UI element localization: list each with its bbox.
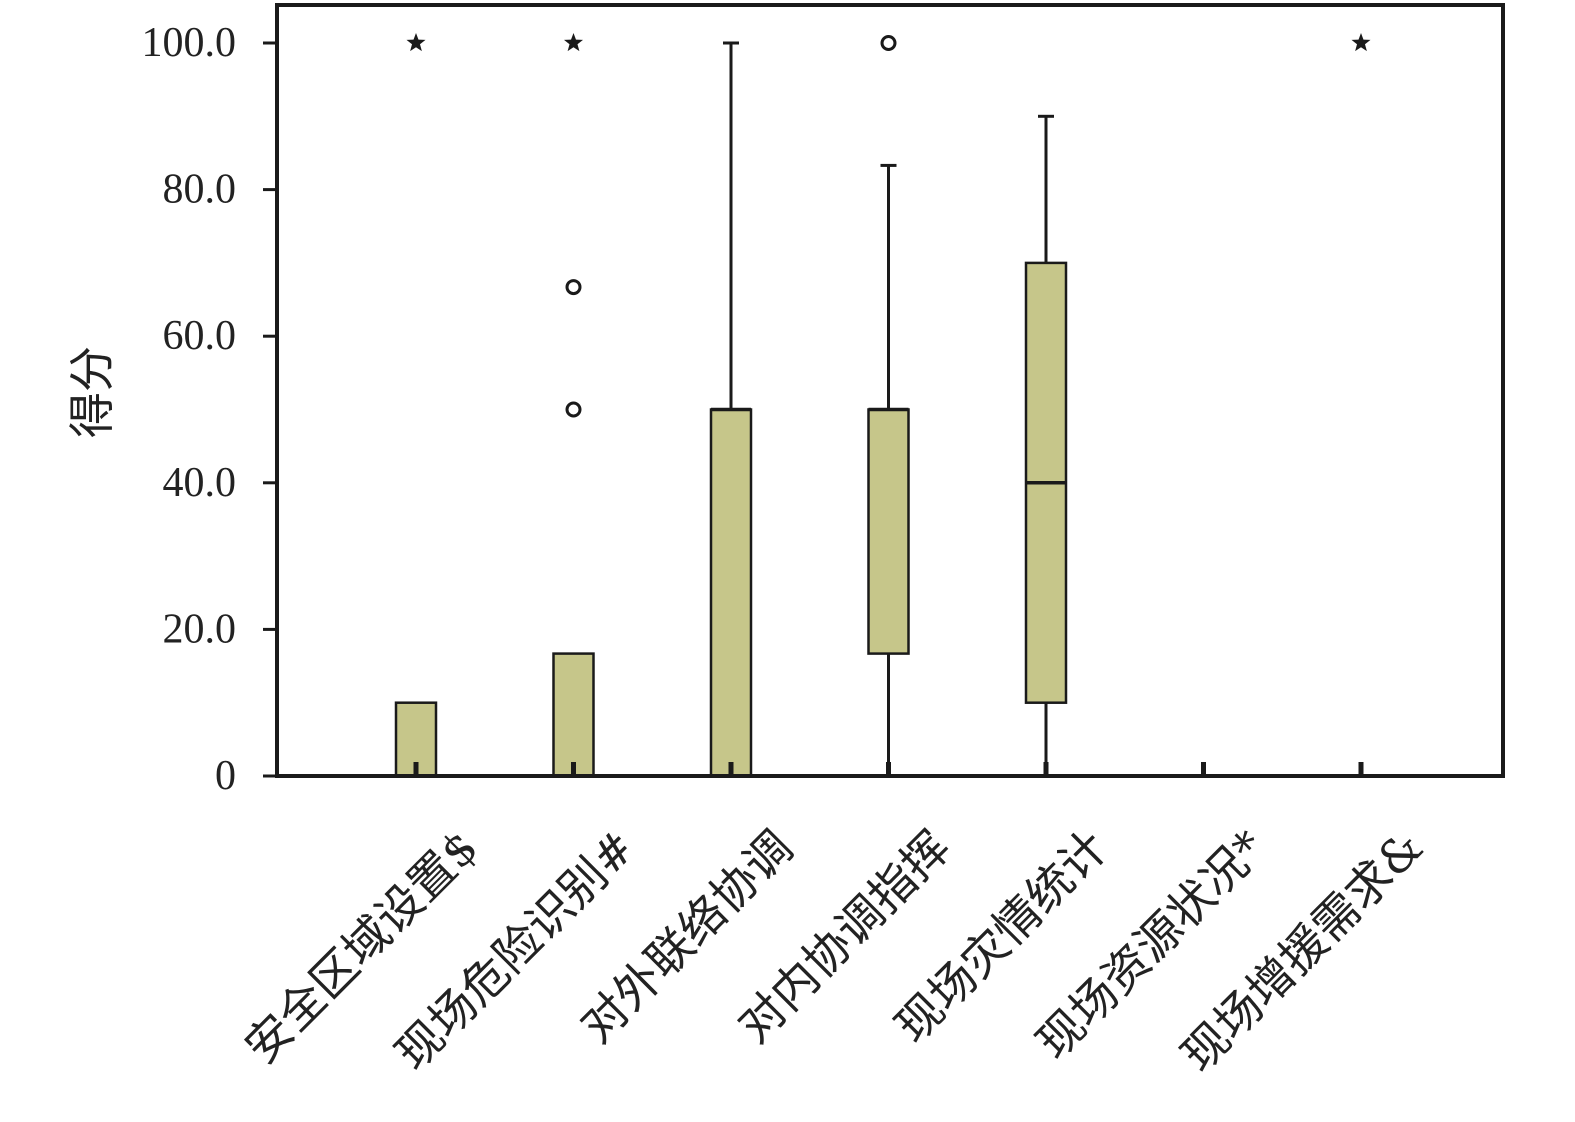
box-group-4: [867, 35, 910, 776]
y-tick-label: 80.0: [163, 167, 237, 213]
box-group-7: [1341, 33, 1381, 778]
plot-marks: [394, 33, 1381, 778]
box-group-3: [709, 41, 753, 778]
box: [867, 408, 910, 655]
y-tick-label: 60.0: [163, 313, 237, 359]
extreme-point: [1351, 33, 1371, 52]
outlier-point: [565, 279, 582, 296]
y-axis-title: 得分: [65, 346, 119, 438]
y-tick-label: 100.0: [142, 20, 237, 66]
y-tick-label: 0: [215, 753, 236, 799]
x-axis: 安全区域设置$现场危险识别#对外联络协调对内协调指挥现场灾情统计现场资源状况*现…: [234, 820, 1433, 1082]
y-tick-label: 20.0: [163, 606, 237, 652]
outlier-point: [880, 35, 897, 51]
y-axis: 0 20.0 40.0 60.0 80.0 100.0: [142, 20, 277, 799]
box: [709, 408, 753, 778]
plot-frame: [275, 3, 1505, 778]
extreme-point: [563, 33, 584, 52]
extreme-point: [406, 33, 426, 52]
box-group-1: [394, 33, 438, 778]
box-group-6: [1183, 762, 1224, 778]
outlier-point: [565, 401, 582, 418]
box: [552, 652, 595, 778]
y-tick-label: 40.0: [163, 460, 237, 506]
box-group-2: [552, 33, 595, 778]
box-group-5: [1024, 114, 1068, 776]
